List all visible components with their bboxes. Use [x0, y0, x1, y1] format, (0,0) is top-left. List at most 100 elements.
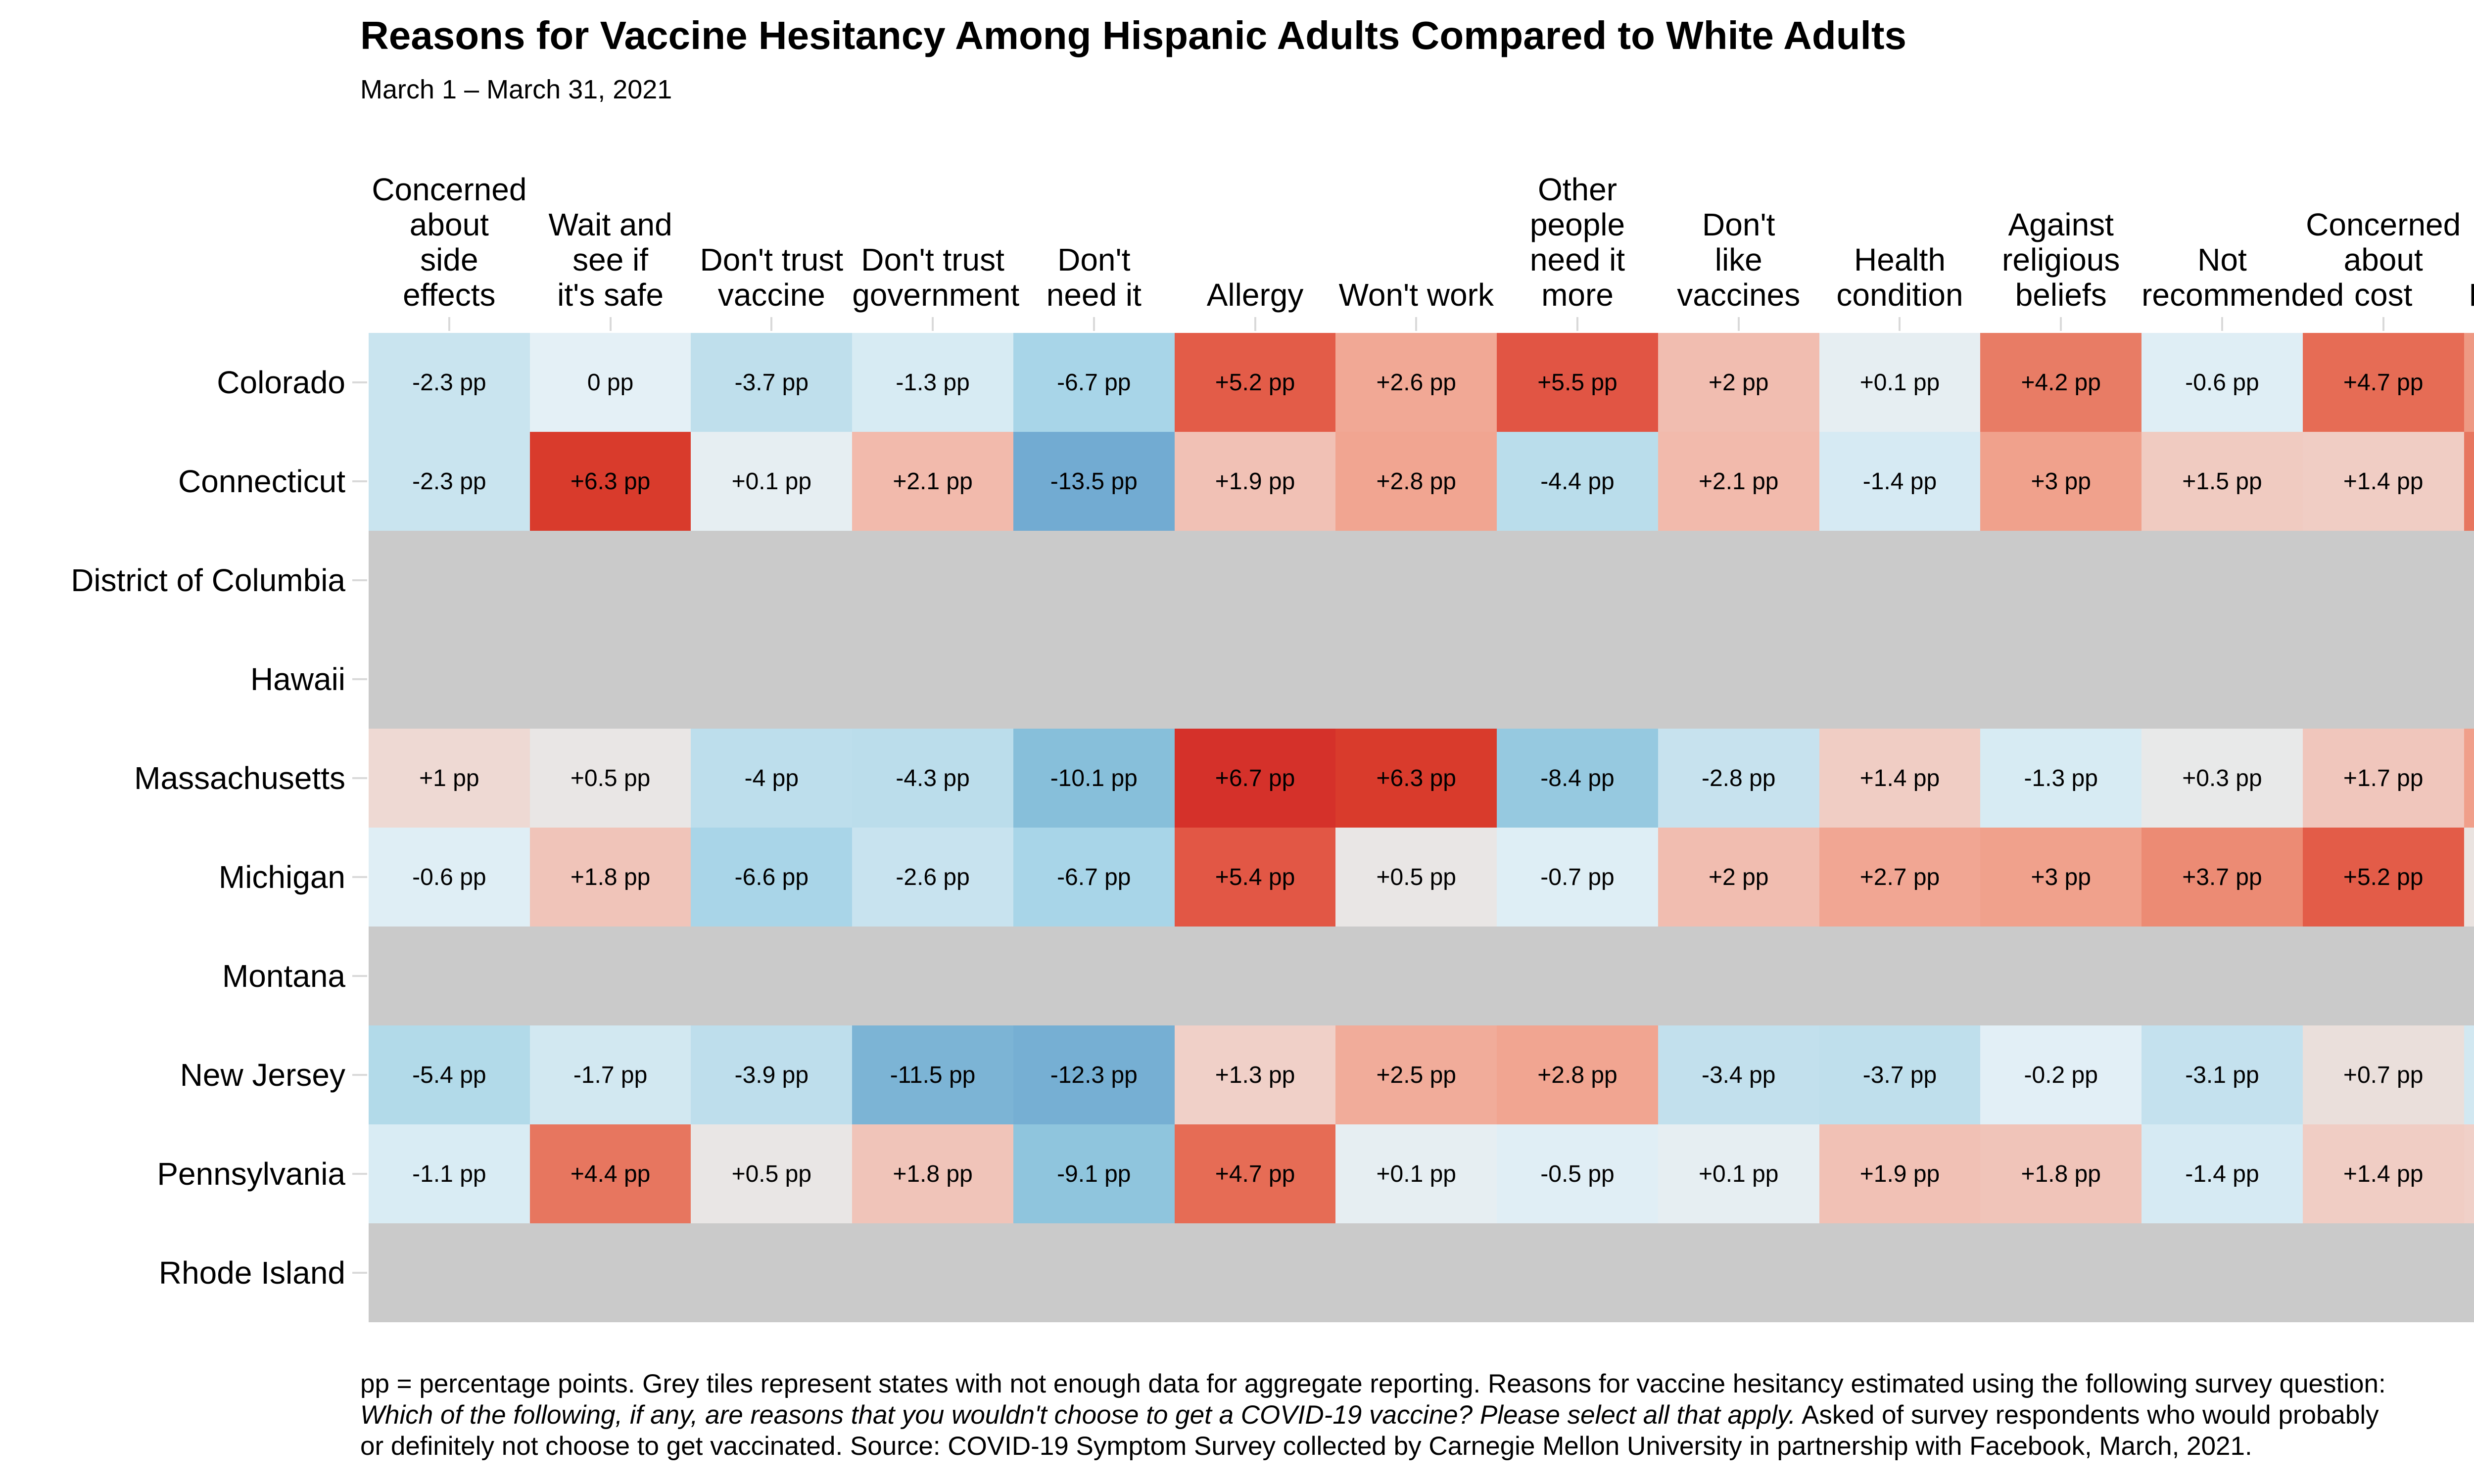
heatmap-cell: +1 pp	[369, 729, 530, 828]
heatmap-cell	[1497, 1223, 1658, 1322]
heatmap-cell	[2464, 531, 2474, 630]
heatmap-cell	[1335, 1223, 1497, 1322]
axis-tick	[1576, 317, 1578, 331]
heatmap-cell: +4.4 pp	[2464, 432, 2474, 531]
heatmap-cell: -3.1 pp	[2141, 1025, 2303, 1124]
heatmap-cell	[691, 1223, 853, 1322]
heatmap-cell: +4.7 pp	[2302, 333, 2464, 432]
heatmap-cell	[1980, 630, 2142, 729]
heatmap-cell: +5.5 pp	[1497, 333, 1658, 432]
left-axis-ticks	[352, 333, 367, 1322]
heatmap-cell: +0.5 pp	[1335, 828, 1497, 927]
column-header-axis: Concerned about side effects Wait and see…	[369, 157, 2474, 313]
row-label-state: Connecticut	[178, 464, 345, 499]
column-header: Other people need it more	[1529, 172, 1625, 313]
heatmap-cell: +1.4 pp	[1819, 729, 1981, 828]
heatmap-cell: -9.1 pp	[1013, 1124, 1175, 1223]
heatmap-cell: +1.4 pp	[2302, 432, 2464, 531]
heatmap-cell	[1497, 531, 1658, 630]
heatmap-cell: -4 pp	[691, 729, 853, 828]
heatmap-cell	[529, 531, 691, 630]
heatmap-cell	[852, 927, 1013, 1025]
heatmap-cell: +2.8 pp	[1497, 1025, 1658, 1124]
heatmap-cell: +1.7 pp	[2302, 729, 2464, 828]
heatmap-cell	[1658, 630, 1819, 729]
footnote-line: pp = percentage points. Grey tiles repre…	[360, 1368, 2386, 1399]
state-row-labels: Colorado Connecticut District of Columbia H…	[0, 333, 346, 1322]
heatmap-cell	[529, 1223, 691, 1322]
heatmap-cell: +1.3 pp	[1174, 1025, 1336, 1124]
heatmap-cell: -0.5 pp	[1497, 1124, 1658, 1223]
heatmap-cell	[1174, 1223, 1336, 1322]
heatmap-cell: -1.1 pp	[369, 1124, 530, 1223]
axis-tick	[2221, 317, 2223, 331]
heatmap-cell: +0.3 pp	[2141, 729, 2303, 828]
axis-tick	[352, 480, 367, 482]
heatmap-cell	[2141, 531, 2303, 630]
heatmap-cell: -8.4 pp	[1497, 729, 1658, 828]
heatmap-cell: +2 pp	[1658, 333, 1819, 432]
heatmap-cell: +5.2 pp	[1174, 333, 1336, 432]
heatmap-cell	[1335, 927, 1497, 1025]
axis-tick	[448, 317, 450, 331]
heatmap-cell: -1.3 pp	[1980, 729, 2142, 828]
column-header: Don't trust vaccine	[700, 242, 844, 313]
heatmap-cell	[1497, 927, 1658, 1025]
heatmap-cell	[2302, 630, 2464, 729]
heatmap-cell	[1013, 630, 1175, 729]
axis-tick	[2060, 317, 2062, 331]
heatmap-cell: -1.7 pp	[529, 1025, 691, 1124]
heatmap-cell	[1335, 630, 1497, 729]
column-header: Not recommended	[2141, 242, 2344, 313]
axis-tick	[770, 317, 773, 331]
axis-tick	[352, 876, 367, 878]
axis-tick	[352, 777, 367, 779]
heatmap-cell	[2464, 630, 2474, 729]
heatmap-cell	[2464, 927, 2474, 1025]
heatmap-cell: -0.6 pp	[369, 828, 530, 927]
heatmap-cell	[1013, 927, 1175, 1025]
row-label-state: Pennsylvania	[157, 1156, 345, 1192]
heatmap-cell: +4.4 pp	[529, 1124, 691, 1223]
axis-tick	[1093, 317, 1095, 331]
heatmap-cell: -6.7 pp	[1013, 828, 1175, 927]
axis-tick	[352, 1074, 367, 1076]
heatmap-cell: +4.2 pp	[1980, 333, 2142, 432]
heatmap-cell: -5.4 pp	[369, 1025, 530, 1124]
heatmap-cell	[2141, 630, 2303, 729]
heatmap-cell: -10.1 pp	[1013, 729, 1175, 828]
axis-tick	[1254, 317, 1256, 331]
row-label-state: Michigan	[218, 859, 345, 895]
heatmap-cell	[2464, 1223, 2474, 1322]
heatmap-cell: -12.3 pp	[1013, 1025, 1175, 1124]
heatmap-cell: +2 pp	[1658, 828, 1819, 927]
heatmap-cell: +0.5 pp	[691, 1124, 853, 1223]
heatmap-cell: +6.3 pp	[1335, 729, 1497, 828]
heatmap-cell	[369, 1223, 530, 1322]
footnote-text: or definitely not choose to get vaccinat…	[360, 1432, 2252, 1461]
axis-tick	[2382, 317, 2384, 331]
heatmap-cell	[852, 630, 1013, 729]
heatmap-cell: +6.7 pp	[1174, 729, 1336, 828]
footnote: pp = percentage points. Grey tiles repre…	[360, 1368, 2386, 1462]
heatmap-cell: +2.6 pp	[1335, 333, 1497, 432]
heatmap-cell: +1.3 pp	[2464, 1124, 2474, 1223]
heatmap-cell	[1980, 927, 2142, 1025]
column-header: Wait and see if it's safe	[548, 207, 672, 313]
column-header: Don't like vaccines	[1677, 207, 1801, 313]
heatmap-cell: -6.6 pp	[691, 828, 853, 927]
heatmap-cell	[1980, 531, 2142, 630]
axis-tick	[352, 579, 367, 581]
heatmap-cell	[1658, 927, 1819, 1025]
heatmap-cell: +3.5 pp	[2464, 333, 2474, 432]
heatmap-cell: -2.6 pp	[852, 828, 1013, 927]
heatmap-cell: +0.1 pp	[691, 432, 853, 531]
row-label-state: Montana	[222, 958, 345, 994]
heatmap-cell: +5.4 pp	[1174, 828, 1336, 927]
heatmap-cell: +2.1 pp	[852, 432, 1013, 531]
top-axis-ticks	[369, 317, 2474, 331]
heatmap-cell	[2302, 531, 2464, 630]
heatmap-cell	[2141, 927, 2303, 1025]
heatmap-cell: -0.6 pp	[2141, 333, 2303, 432]
heatmap-cell: +2.7 pp	[1819, 828, 1981, 927]
